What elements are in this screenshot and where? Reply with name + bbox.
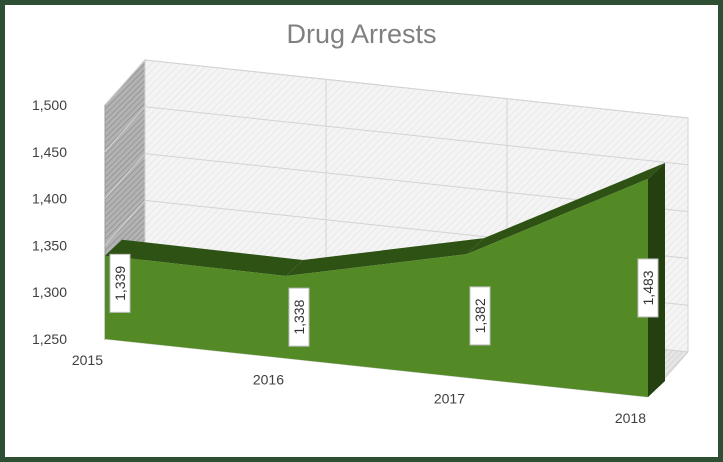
data-label: 1,338 (288, 287, 310, 347)
data-label-box (637, 258, 659, 318)
area-top-segment (105, 239, 303, 276)
data-label-box (288, 287, 310, 347)
data-label-text: 1,483 (640, 270, 656, 305)
x-tick-label: 2018 (615, 410, 646, 426)
y-tick-label: 1,450 (32, 144, 67, 160)
area-front-face (105, 178, 648, 397)
area-top-segment (467, 162, 665, 255)
y-tick-label: 1,300 (32, 284, 67, 300)
y-tick-label: 1,350 (32, 237, 67, 253)
x-tick-label: 2015 (72, 352, 103, 368)
y-tick-label: 1,500 (32, 97, 67, 113)
x-tick-label: 2017 (434, 391, 465, 407)
y-tick-label: 1,250 (32, 331, 67, 347)
area-top-segment (286, 238, 484, 276)
data-label-text: 1,382 (472, 298, 488, 333)
data-label-text: 1,338 (291, 299, 307, 334)
x-tick-label: 2016 (253, 371, 284, 387)
y-tick-label: 1,400 (32, 191, 67, 207)
chart-title: Drug Arrests (286, 19, 437, 49)
data-label: 1,483 (637, 258, 659, 318)
data-label-box (469, 286, 491, 346)
data-label: 1,382 (469, 286, 491, 346)
data-label-box (109, 253, 131, 313)
data-label-text: 1,339 (112, 266, 128, 301)
data-label: 1,339 (109, 253, 131, 313)
chart-plot: 1,250 1,300 1,350 1,400 1,450 1,500 2015 2016 2… (32, 58, 690, 426)
